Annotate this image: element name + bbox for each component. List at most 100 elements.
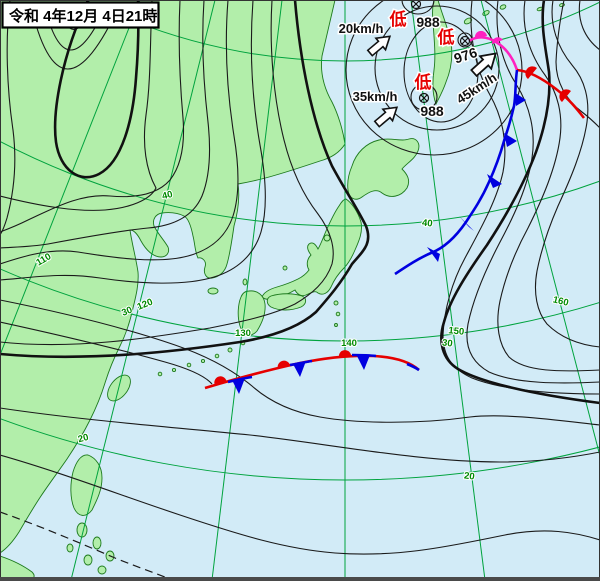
parallel-40n	[0, 140, 600, 227]
island-ryukyu-4	[200, 358, 206, 364]
isobar	[0, 0, 334, 346]
island-ryukyu-5	[186, 362, 192, 368]
low-pressure: 988	[420, 103, 444, 119]
island-sado	[323, 234, 331, 242]
stationary-front-blue-segment	[406, 362, 420, 372]
low-center-marker	[459, 35, 471, 47]
meridian-110e	[0, 0, 141, 356]
meridian-130e	[211, 0, 283, 581]
isobar	[555, 0, 600, 129]
isobar	[578, 0, 600, 51]
chart-title: 令和 4年12月 4日21時	[9, 7, 157, 25]
wind-speed-label: 20km/h	[339, 21, 384, 36]
coastline-kyushu	[237, 290, 266, 336]
isobar-dashed	[0, 511, 173, 581]
stationary-front-red-line	[204, 354, 420, 390]
coastline-shikoku	[266, 293, 307, 311]
isobar	[442, 0, 600, 395]
isobar-bold	[440, 0, 600, 405]
map-frame-bottom	[0, 577, 600, 581]
lat-label: 20	[463, 470, 475, 482]
meridian-120e	[70, 0, 216, 581]
low-center-markers	[410, 0, 471, 104]
island-ryukyu-3	[214, 353, 220, 359]
isobar	[0, 299, 600, 426]
low-pressure: 988	[416, 14, 440, 30]
island-jeju	[207, 287, 219, 295]
isobar-low-circle	[410, 83, 438, 111]
parallel-30n	[0, 268, 600, 342]
isobar	[534, 0, 600, 348]
isobar	[0, 0, 184, 233]
isobar	[0, 321, 213, 385]
wind-speed-label: 35km/h	[353, 89, 398, 104]
isobar-bold	[53, 0, 140, 179]
lon-label: 160	[552, 294, 570, 309]
isobar	[0, 0, 239, 265]
parallel-20n	[0, 417, 600, 481]
warm-front-bump	[525, 66, 537, 79]
isobar	[0, 0, 211, 249]
lon-label: 140	[341, 338, 357, 349]
cold-front-triangle	[487, 174, 502, 188]
stationary-front-cold-triangle	[293, 361, 306, 377]
wind-arrows	[366, 35, 497, 128]
isobar	[0, 0, 157, 211]
fronts	[204, 30, 586, 394]
island-philippine-5	[66, 543, 74, 553]
stationary-front-cold-triangle	[357, 355, 370, 370]
coastline-sakhalin	[432, 0, 453, 106]
isobar	[497, 0, 600, 372]
lat-label: 20	[77, 432, 90, 445]
island-izu-2	[335, 311, 341, 317]
cold-front-triangle	[459, 216, 474, 231]
isobar	[0, 0, 16, 236]
low-center-marker	[410, 0, 422, 10]
isobar	[0, 454, 600, 555]
island-philippine-4	[83, 554, 93, 566]
stationary-front-warm-bump	[277, 360, 290, 369]
parallel-50n	[84, 0, 600, 62]
warm-front-bump	[559, 89, 571, 102]
lat-label: 30	[120, 305, 134, 319]
island-ryukyu-2	[227, 347, 233, 353]
low-center-marker	[418, 92, 430, 104]
lon-label: 150	[448, 325, 465, 338]
wind-arrow-ne	[373, 106, 399, 128]
occluded-front-bump	[474, 30, 487, 38]
cold-front-triangle	[504, 133, 517, 147]
wind-arrow-ne	[470, 52, 497, 78]
isobar	[0, 407, 600, 463]
wind-arrow-ne	[366, 35, 392, 57]
lat-label: 40	[421, 217, 433, 229]
stationary-front-blue-segment	[351, 353, 377, 358]
lat-label: 30	[441, 337, 453, 349]
coastline-hokkaido	[347, 138, 420, 200]
island-philippine-2	[92, 536, 102, 550]
lon-label: 130	[235, 328, 251, 339]
isobar	[29, 1, 121, 70]
low-symbol: 低	[389, 9, 407, 29]
cold-front-triangle	[427, 247, 440, 262]
island-philippine-6	[97, 565, 107, 575]
meridian-160e	[480, 0, 600, 457]
low-symbol: 低	[414, 72, 432, 92]
title-box: 令和 4年12月 4日21時	[1, 1, 160, 29]
occluded-front-bump	[491, 37, 503, 44]
coastline-luzon	[70, 454, 103, 516]
island-izu-3	[334, 323, 338, 327]
island-izu-1	[333, 300, 339, 306]
cold-front	[394, 69, 519, 276]
stationary-front-cold-triangle	[232, 378, 245, 394]
island-ryukyu-6	[171, 367, 177, 373]
isobar	[0, 0, 266, 284]
island-ryukyu-7	[157, 371, 163, 377]
stationary-front-warm-bump	[214, 376, 227, 384]
isobar-low-oval	[374, 5, 500, 131]
low-symbol: 低	[437, 27, 455, 47]
island-tsushima	[242, 278, 248, 286]
cold-front-triangle	[514, 92, 526, 106]
